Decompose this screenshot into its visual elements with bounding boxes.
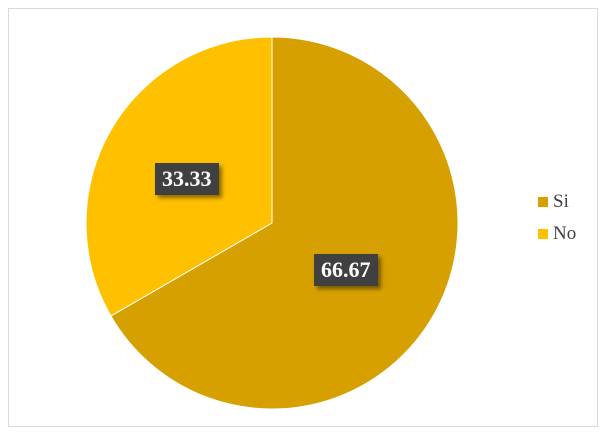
- legend-item-si: Si: [538, 191, 576, 212]
- legend-item-no: No: [538, 223, 577, 244]
- legend-label-si: Si: [553, 191, 569, 212]
- pie-slice-si: [110, 36, 459, 410]
- legend-swatch-no: [538, 229, 548, 239]
- data-label-no: 33.33: [155, 163, 219, 195]
- legend-label-no: No: [553, 223, 577, 244]
- legend: Si No: [538, 191, 577, 256]
- legend-swatch-si: [538, 197, 548, 207]
- data-label-si: 66.67: [314, 254, 378, 286]
- pie-slices: [85, 36, 459, 410]
